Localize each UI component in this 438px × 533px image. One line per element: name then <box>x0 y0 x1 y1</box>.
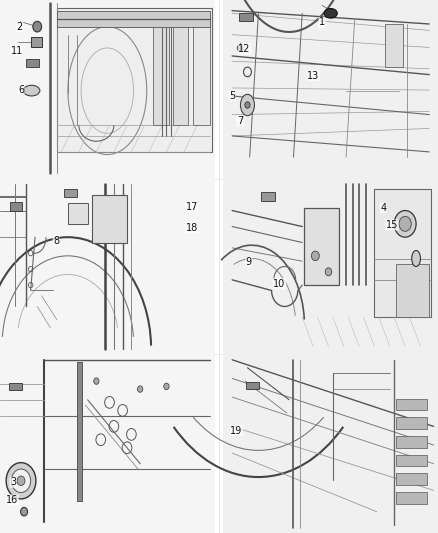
Text: 16: 16 <box>6 495 18 505</box>
Bar <box>304 208 339 285</box>
Text: 2: 2 <box>17 22 23 31</box>
Bar <box>0 0 215 179</box>
Bar <box>57 8 212 152</box>
Ellipse shape <box>240 94 254 116</box>
Text: 18: 18 <box>186 223 198 233</box>
Bar <box>173 13 188 125</box>
Ellipse shape <box>33 21 42 32</box>
Text: 9: 9 <box>246 257 252 267</box>
Text: 11: 11 <box>11 46 23 55</box>
Ellipse shape <box>394 211 416 237</box>
Ellipse shape <box>6 463 36 499</box>
Bar <box>0 354 215 533</box>
Bar <box>0 179 215 354</box>
Text: 19: 19 <box>230 426 243 435</box>
Ellipse shape <box>94 378 99 384</box>
Bar <box>396 417 427 429</box>
Ellipse shape <box>17 476 25 486</box>
Bar <box>396 399 427 410</box>
Ellipse shape <box>412 251 420 266</box>
Bar <box>223 354 438 533</box>
Bar <box>261 192 275 201</box>
Text: 5: 5 <box>229 91 235 101</box>
Text: 3: 3 <box>10 478 16 487</box>
Ellipse shape <box>23 85 40 96</box>
Bar <box>385 24 403 67</box>
Bar <box>246 382 259 389</box>
Bar <box>193 13 210 125</box>
Ellipse shape <box>138 386 143 392</box>
Ellipse shape <box>311 251 319 261</box>
Ellipse shape <box>164 383 169 390</box>
Bar <box>396 492 427 504</box>
Bar <box>239 13 253 21</box>
Text: 17: 17 <box>186 202 198 212</box>
Bar <box>374 189 431 317</box>
Bar <box>92 195 127 243</box>
Bar <box>223 0 438 179</box>
Bar <box>68 203 88 224</box>
Ellipse shape <box>245 102 250 108</box>
Text: 7: 7 <box>237 116 243 126</box>
Text: 8: 8 <box>53 236 59 246</box>
Bar <box>396 264 429 317</box>
Text: 4: 4 <box>380 203 386 213</box>
Ellipse shape <box>21 507 28 516</box>
Text: 15: 15 <box>386 220 398 230</box>
Text: 13: 13 <box>307 71 319 80</box>
Bar <box>396 473 427 485</box>
Bar <box>223 179 438 354</box>
Bar <box>153 13 169 125</box>
Bar <box>10 202 22 211</box>
Text: 12: 12 <box>238 44 251 54</box>
Bar <box>9 383 22 390</box>
Bar <box>64 189 77 197</box>
Bar <box>31 37 42 47</box>
Ellipse shape <box>11 469 31 492</box>
Ellipse shape <box>399 216 411 231</box>
Bar <box>396 455 427 466</box>
Ellipse shape <box>324 9 337 18</box>
Bar <box>396 436 427 448</box>
Ellipse shape <box>237 45 243 51</box>
Text: 1: 1 <box>319 18 325 27</box>
Text: 6: 6 <box>18 85 24 94</box>
Text: 10: 10 <box>273 279 286 288</box>
Bar <box>57 11 210 27</box>
Bar <box>77 362 82 501</box>
Ellipse shape <box>325 268 332 276</box>
Bar <box>26 59 39 67</box>
